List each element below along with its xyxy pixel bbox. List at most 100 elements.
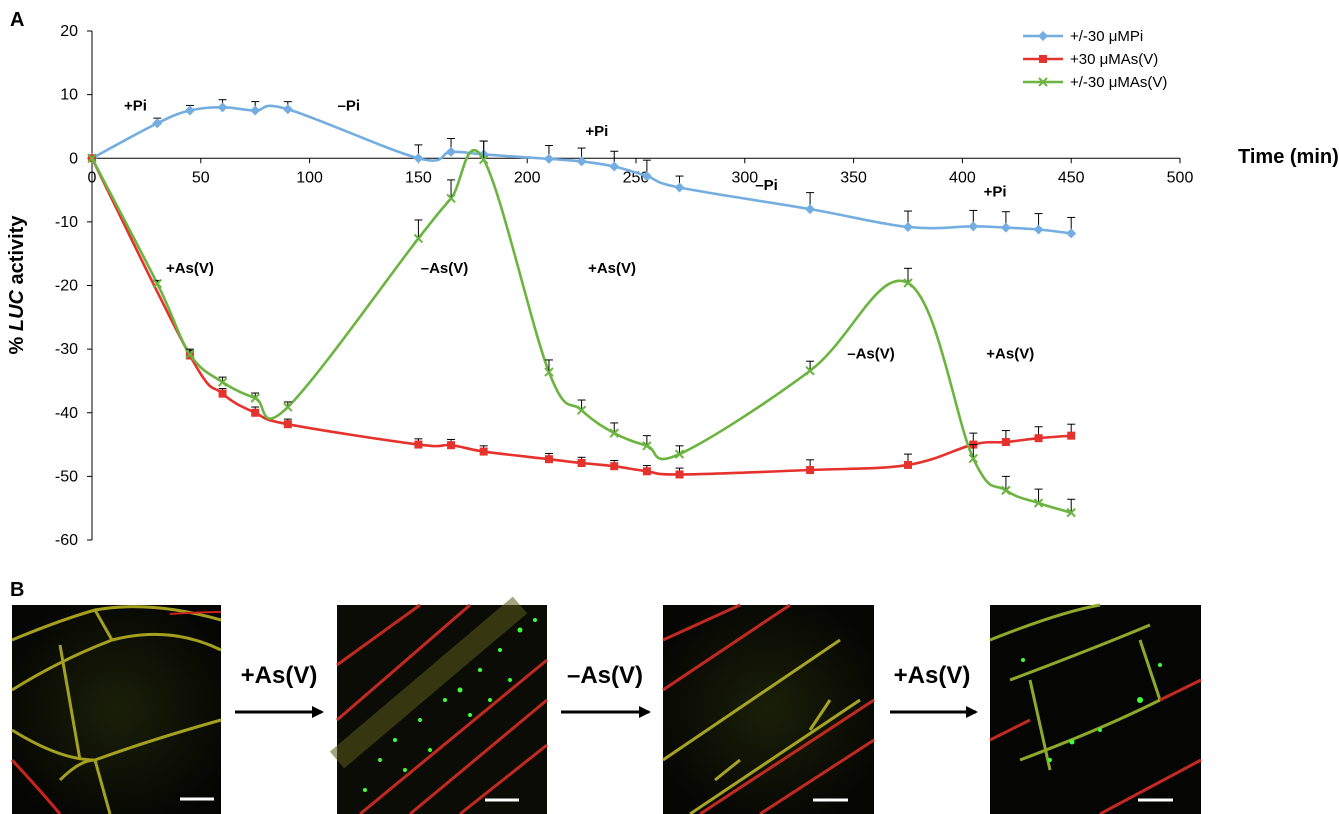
micrograph-2 (329, 596, 548, 814)
data-point (479, 447, 488, 456)
data-point (675, 470, 684, 479)
annotation: –Pi (755, 177, 778, 194)
x-tick-label: 450 (1058, 169, 1085, 186)
data-point (1066, 507, 1076, 518)
data-point (282, 104, 293, 115)
data-point (87, 153, 97, 163)
data-point (283, 420, 292, 429)
annotation: +Pi (984, 183, 1007, 200)
data-point (609, 161, 620, 172)
y-tick-label: 10 (60, 87, 78, 104)
data-point (1067, 431, 1076, 440)
data-point (674, 182, 685, 193)
data-point (674, 449, 685, 459)
y-tick-label: -50 (55, 468, 78, 485)
data-point (152, 278, 162, 289)
data-point (1034, 434, 1043, 443)
data-point (218, 389, 227, 398)
annotation: –As(V) (421, 260, 469, 277)
data-point (217, 377, 228, 387)
x-tick-label: 150 (405, 169, 432, 186)
data-point (544, 367, 554, 377)
chart-series (87, 99, 1077, 518)
series-1 (87, 99, 1077, 239)
micrograph-1 (10, 605, 222, 814)
micrograph-3 (662, 603, 875, 814)
data-point (1001, 438, 1010, 447)
legend-marker (1038, 31, 1048, 41)
data-point (447, 441, 456, 450)
annotation: –As(V) (847, 346, 895, 363)
data-point (805, 204, 816, 215)
data-point (806, 466, 815, 475)
panel-b-micrographs: +As(V) –As(V) +As(V) (10, 596, 1202, 814)
data-point (250, 105, 261, 116)
step-label-1: +As(V) (241, 662, 318, 689)
data-point (413, 153, 424, 164)
data-point (968, 453, 978, 464)
data-point (1066, 228, 1077, 239)
annotation: +Pi (124, 98, 147, 115)
chart-annotations: +Pi –Pi +Pi –Pi +Pi +As(V) –As(V) +As(V) –As(V) +… (124, 98, 1034, 363)
data-point (642, 441, 652, 451)
data-point (543, 153, 554, 164)
data-point (904, 460, 912, 469)
legend-label: +/-30 μMAs(V) (1070, 74, 1167, 91)
data-point (1033, 498, 1044, 508)
panel-b-label: B (10, 579, 24, 601)
data-point (805, 366, 815, 376)
legend-label: +/-30 μMPi (1070, 28, 1143, 45)
y-tick-label: 20 (60, 23, 78, 40)
data-point (185, 349, 195, 359)
x-tick-label: 200 (514, 169, 541, 186)
y-tick-label: -30 (55, 341, 78, 358)
data-point (184, 105, 195, 116)
data-point (577, 459, 586, 468)
annotation: +Pi (585, 123, 608, 140)
micrograph-4 (989, 603, 1202, 814)
y-axis-title: % LUC activity (6, 215, 28, 355)
x-tick-label: 100 (296, 169, 323, 186)
data-point (283, 402, 293, 412)
data-point (478, 154, 489, 165)
y-axis-title-prefix: % (6, 331, 28, 354)
y-tick-label: -40 (55, 405, 78, 422)
data-point (576, 156, 587, 167)
data-point (251, 408, 260, 417)
data-point (544, 455, 553, 464)
x-tick-label: 500 (1167, 169, 1194, 186)
data-point (576, 405, 587, 415)
y-axis-title-suffix: activity (6, 215, 28, 290)
x-tick-label: 0 (88, 169, 97, 186)
data-point (968, 221, 979, 232)
panel-a-label: A (10, 9, 24, 31)
data-point (250, 393, 260, 403)
x-axis-title: Time (min) (1238, 146, 1339, 168)
legend-marker (1038, 77, 1048, 87)
data-point (1001, 485, 1011, 496)
data-point (641, 171, 652, 182)
data-point (903, 278, 913, 288)
data-point (903, 221, 913, 232)
data-point (1000, 222, 1011, 233)
data-point (610, 462, 619, 471)
y-tick-label: -60 (55, 532, 78, 549)
series-line (91, 104, 1072, 235)
data-point (446, 146, 457, 157)
data-point (152, 118, 163, 129)
legend-label: +30 μMAs(V) (1070, 51, 1158, 68)
x-tick-label: 50 (192, 169, 210, 186)
y-axis-title-italic: LUC (6, 289, 28, 331)
series-line (90, 157, 1072, 476)
data-point (413, 233, 424, 244)
data-point (642, 467, 651, 476)
annotation: +As(V) (588, 260, 636, 277)
series-2 (88, 154, 1076, 479)
series-line (90, 149, 1072, 514)
x-tick-label: 300 (731, 169, 758, 186)
series-3 (87, 140, 1076, 518)
x-tick-label: 350 (840, 169, 867, 186)
data-point (414, 440, 423, 449)
